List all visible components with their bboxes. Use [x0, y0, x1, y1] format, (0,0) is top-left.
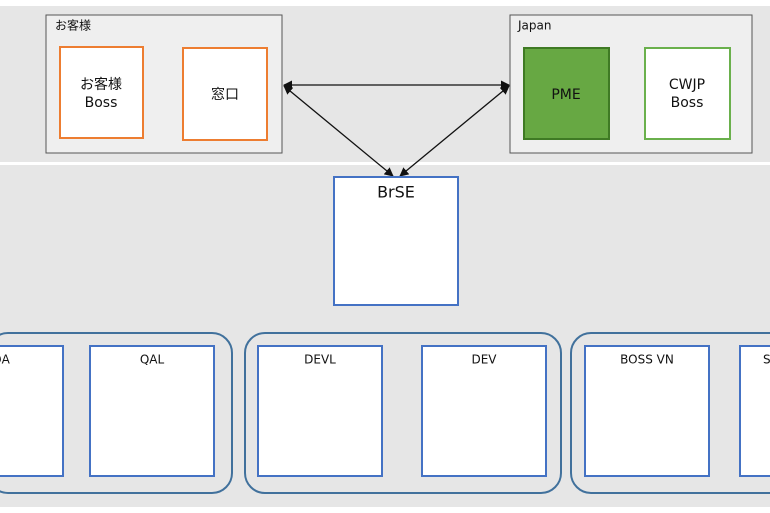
group-label: Japan	[517, 19, 551, 33]
team-label: QA	[0, 353, 11, 367]
team-label: QAL	[140, 353, 165, 367]
node-label: PME	[551, 87, 580, 103]
team-group	[570, 332, 770, 494]
group-label: お客様	[55, 18, 91, 33]
arrow	[399, 85, 510, 177]
team-box	[0, 345, 64, 477]
team-box	[584, 345, 710, 477]
team-label: DEVL	[304, 353, 336, 367]
team-box	[421, 345, 547, 477]
node-label: CWJP	[669, 77, 705, 93]
node-box	[59, 46, 144, 139]
brse-box	[333, 176, 459, 306]
team-group	[0, 332, 233, 494]
node-label: BrSE	[377, 183, 415, 202]
node-box	[523, 47, 610, 140]
team-box	[89, 345, 215, 477]
team-box	[739, 345, 770, 477]
team-box	[257, 345, 383, 477]
arrow	[283, 85, 394, 177]
node-box	[644, 47, 731, 140]
team-label: BOSS VN	[620, 353, 674, 367]
node-label: お客様	[80, 76, 122, 93]
node-label: 窓口	[211, 86, 239, 103]
team-label: S	[763, 353, 770, 367]
node-label: Boss	[671, 95, 704, 111]
node-box	[182, 47, 268, 141]
node-label: Boss	[85, 95, 118, 111]
team-group	[244, 332, 562, 494]
team-label: DEV	[471, 353, 497, 367]
